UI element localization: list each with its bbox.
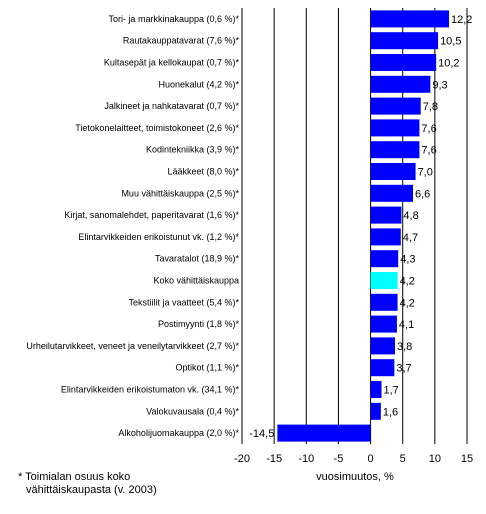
x-tick-label: -15 bbox=[266, 453, 282, 465]
category-label: Postimyynti (1,8 %)* bbox=[158, 319, 240, 329]
bar bbox=[370, 315, 397, 333]
bar bbox=[370, 141, 420, 159]
value-label: -14,5 bbox=[249, 428, 274, 440]
footnote-line-2: vähittäiskaupasta (v. 2003) bbox=[26, 484, 157, 496]
value-label: 4,8 bbox=[403, 210, 418, 222]
category-label: Koko vähittäiskauppa bbox=[153, 276, 239, 286]
value-label: 1,7 bbox=[384, 385, 399, 397]
category-label: Elintarvikkeiden erikoistumaton vk. (34,… bbox=[61, 385, 240, 395]
bar bbox=[370, 271, 398, 290]
bars bbox=[277, 10, 449, 442]
value-label: 12,2 bbox=[451, 14, 472, 26]
value-label: 9,3 bbox=[432, 79, 447, 91]
bar bbox=[370, 293, 398, 311]
bar bbox=[370, 32, 439, 50]
category-label: Lääkkeet (8,0 %)* bbox=[167, 167, 239, 177]
category-label: Kodintekniikka (3,9 %)* bbox=[146, 145, 240, 155]
value-labels: 12,2 10,5 10,2 9,3 7,8 7,6 7,6 7,0 6,6 4,8 4,7 4,3 4… bbox=[249, 14, 472, 440]
bar bbox=[370, 97, 421, 115]
bar bbox=[370, 359, 395, 377]
bar bbox=[370, 184, 413, 202]
category-label: Rautakauppatavarat (7,6 %)* bbox=[123, 36, 240, 46]
category-label: Elintarvikkeiden erikoistunut vk. (1,2 %… bbox=[78, 232, 239, 242]
x-tick-label: -5 bbox=[334, 453, 344, 465]
category-label: Muu vähittäiskauppa (2,5 %)* bbox=[121, 188, 239, 198]
category-label: Tekstiilit ja vaatteet (5,4 %)* bbox=[128, 297, 239, 307]
bar bbox=[370, 162, 416, 181]
value-label: 1,6 bbox=[383, 406, 398, 418]
bar bbox=[370, 206, 402, 224]
bar bbox=[370, 119, 420, 137]
value-label: 7,6 bbox=[421, 145, 436, 157]
value-label: 10,5 bbox=[440, 36, 461, 48]
bar bbox=[370, 75, 431, 93]
bar bbox=[370, 228, 401, 246]
bar bbox=[370, 402, 381, 420]
x-tick-label: 10 bbox=[429, 453, 441, 465]
bar bbox=[370, 250, 399, 268]
bar bbox=[370, 380, 382, 399]
value-label: 7,8 bbox=[423, 101, 438, 113]
category-label: Optikot (1,1 %)* bbox=[175, 363, 239, 373]
footnote-line-1: * Toimialan osuus koko bbox=[18, 471, 131, 483]
value-label: 4,1 bbox=[399, 319, 414, 331]
bar bbox=[370, 53, 437, 72]
value-label: 3,7 bbox=[396, 363, 411, 375]
x-tick-label: 5 bbox=[400, 453, 406, 465]
value-label: 4,3 bbox=[400, 254, 415, 266]
category-label: Urheilutarvikkeet, veneet ja veneilytarv… bbox=[26, 341, 239, 351]
value-label: 7,6 bbox=[421, 123, 436, 135]
category-label: Jalkineet ja nahkatavarat (0,7 %)* bbox=[104, 101, 239, 111]
category-label: Valokuvausala (0,4 %)* bbox=[146, 406, 239, 416]
value-label: 7,0 bbox=[418, 167, 433, 179]
value-label: 10,2 bbox=[438, 58, 459, 70]
x-tick-label: -20 bbox=[234, 453, 250, 465]
category-label: Tavaratalot (18,9 %)* bbox=[155, 254, 240, 264]
category-label: Tietokonelaitteet, toimistokoneet (2,6 %… bbox=[75, 123, 239, 133]
value-label: 4,2 bbox=[400, 276, 415, 288]
x-tick-label: 0 bbox=[368, 453, 374, 465]
value-label: 6,6 bbox=[415, 188, 430, 200]
bar bbox=[277, 424, 371, 442]
category-label: Kirjat, sanomalehdet, paperitavarat (1,6… bbox=[64, 210, 239, 220]
category-label: Tori- ja markkinakauppa (0,6 %)* bbox=[108, 14, 239, 24]
x-tick-label: -10 bbox=[298, 453, 314, 465]
category-label: Kultasepät ja kellokaupat (0,7 %)* bbox=[104, 58, 240, 68]
value-label: 4,2 bbox=[400, 297, 415, 309]
category-label: Alkoholijuomakauppa (2,0 %)* bbox=[118, 428, 239, 438]
x-axis-ticks: -20 -15 -10 -5 0 5 10 15 bbox=[234, 453, 473, 465]
footnote: * Toimialan osuus koko vähittäiskaupasta… bbox=[18, 471, 157, 497]
gridlines bbox=[241, 8, 468, 444]
value-label: 3,8 bbox=[397, 341, 412, 353]
bar bbox=[370, 10, 449, 28]
category-labels: Tori- ja markkinakauppa (0,6 %)* Rautakau… bbox=[26, 14, 239, 438]
bar bbox=[370, 337, 395, 355]
x-tick-label: 15 bbox=[461, 453, 473, 465]
category-label: Huonekalut (4,2 %)* bbox=[158, 79, 239, 89]
x-axis-title: vuosimuutos, % bbox=[316, 471, 394, 483]
value-label: 4,7 bbox=[403, 232, 418, 244]
